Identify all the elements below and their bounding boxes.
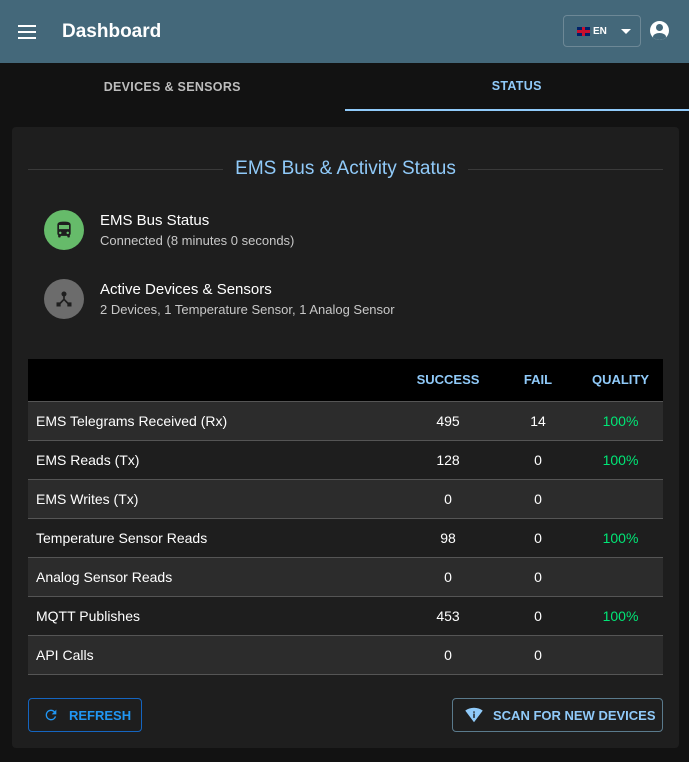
cell-success: 495 [398, 401, 498, 441]
cell-fail: 0 [498, 518, 578, 558]
chevron-down-icon [620, 28, 631, 34]
status-card: EMS Bus & Activity Status EMS Bus Status… [12, 127, 679, 748]
device-hub-icon [44, 279, 84, 319]
cell-fail: 0 [498, 596, 578, 636]
cell-quality: 100% [578, 440, 663, 480]
cell-quality: 100% [578, 596, 663, 636]
table-row: EMS Writes (Tx) 0 0 [28, 479, 663, 519]
header-quality: QUALITY [578, 359, 663, 402]
table-row: API Calls 0 0 [28, 635, 663, 675]
cell-success: 0 [398, 635, 498, 675]
cell-quality [578, 479, 663, 519]
cell-fail: 0 [498, 440, 578, 480]
table-row: EMS Reads (Tx) 128 0 100% [28, 440, 663, 480]
cell-fail: 0 [498, 557, 578, 597]
table-row: MQTT Publishes 453 0 100% [28, 596, 663, 636]
cell-quality [578, 635, 663, 675]
stats-table: SUCCESS FAIL QUALITY EMS Telegrams Recei… [28, 359, 663, 675]
active-devices-item: Active Devices & Sensors 2 Devices, 1 Te… [44, 279, 395, 319]
item-subtitle: Connected (8 minutes 0 seconds) [100, 233, 295, 248]
ems-bus-status-item: EMS Bus Status Connected (8 minutes 0 se… [44, 210, 294, 250]
refresh-icon [45, 709, 57, 721]
menu-icon[interactable] [18, 24, 36, 39]
language-select[interactable]: EN [563, 15, 641, 47]
cell-label: EMS Writes (Tx) [28, 479, 398, 519]
cell-label: API Calls [28, 635, 398, 675]
cell-fail: 0 [498, 635, 578, 675]
bus-icon [44, 210, 84, 250]
card-title-divider: EMS Bus & Activity Status [28, 158, 664, 180]
tab-bar: DEVICES & SENSORS STATUS [0, 63, 689, 111]
page-title: Dashboard [62, 20, 162, 42]
cell-success: 0 [398, 479, 498, 519]
refresh-button[interactable]: REFRESH [28, 698, 142, 732]
wifi-info-icon [465, 707, 483, 723]
cell-label: MQTT Publishes [28, 596, 398, 636]
cell-success: 453 [398, 596, 498, 636]
cell-fail: 0 [498, 479, 578, 519]
scan-label: SCAN FOR NEW DEVICES [493, 707, 656, 723]
header-success: SUCCESS [398, 359, 498, 402]
cell-success: 98 [398, 518, 498, 558]
cell-quality [578, 557, 663, 597]
item-title: Active Devices & Sensors [100, 281, 272, 298]
cell-quality: 100% [578, 401, 663, 441]
card-title: EMS Bus & Activity Status [235, 158, 456, 179]
cell-quality: 100% [578, 518, 663, 558]
cell-success: 128 [398, 440, 498, 480]
uk-flag-icon [577, 26, 590, 36]
table-row: EMS Telegrams Received (Rx) 495 14 100% [28, 401, 663, 441]
table-row: Temperature Sensor Reads 98 0 100% [28, 518, 663, 558]
account-icon[interactable] [650, 21, 669, 40]
header-label [28, 359, 398, 402]
item-title: EMS Bus Status [100, 212, 210, 229]
tab-status[interactable]: STATUS [344, 63, 689, 111]
scan-devices-button[interactable]: SCAN FOR NEW DEVICES [452, 698, 663, 732]
language-label: EN [593, 25, 607, 37]
cell-success: 0 [398, 557, 498, 597]
app-bar: Dashboard EN [0, 0, 689, 63]
header-fail: FAIL [498, 359, 578, 402]
cell-label: EMS Telegrams Received (Rx) [28, 401, 398, 441]
cell-label: Temperature Sensor Reads [28, 518, 398, 558]
table-row: Analog Sensor Reads 0 0 [28, 557, 663, 597]
tab-devices-sensors[interactable]: DEVICES & SENSORS [103, 80, 241, 94]
item-subtitle: 2 Devices, 1 Temperature Sensor, 1 Analo… [100, 302, 395, 317]
cell-fail: 14 [498, 401, 578, 441]
refresh-label: REFRESH [69, 707, 132, 723]
cell-label: EMS Reads (Tx) [28, 440, 398, 480]
cell-label: Analog Sensor Reads [28, 557, 398, 597]
